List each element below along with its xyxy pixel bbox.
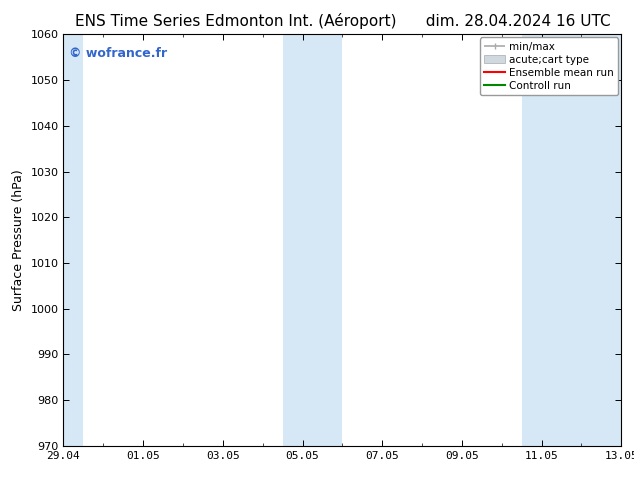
Bar [60,34,83,446]
Title: ENS Time Series Edmonton Int. (Aéroport)      dim. 28.04.2024 16 UTC: ENS Time Series Edmonton Int. (Aéroport)… [75,13,610,29]
Legend: min/max, acute;cart type, Ensemble mean run, Controll run: min/max, acute;cart type, Ensemble mean … [480,37,618,95]
Y-axis label: Surface Pressure (hPa): Surface Pressure (hPa) [12,169,25,311]
Bar [522,34,625,446]
Bar [283,34,342,446]
Text: © wofrance.fr: © wofrance.fr [69,47,167,60]
